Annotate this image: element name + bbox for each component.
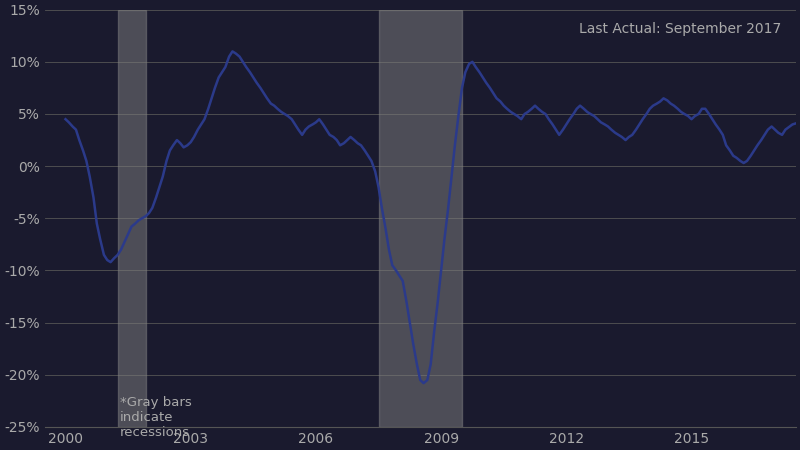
Text: *Gray bars
indicate
recessions: *Gray bars indicate recessions <box>120 396 191 439</box>
Text: Last Actual: September 2017: Last Actual: September 2017 <box>578 22 781 36</box>
Bar <box>378 9 462 427</box>
Bar <box>118 9 146 427</box>
